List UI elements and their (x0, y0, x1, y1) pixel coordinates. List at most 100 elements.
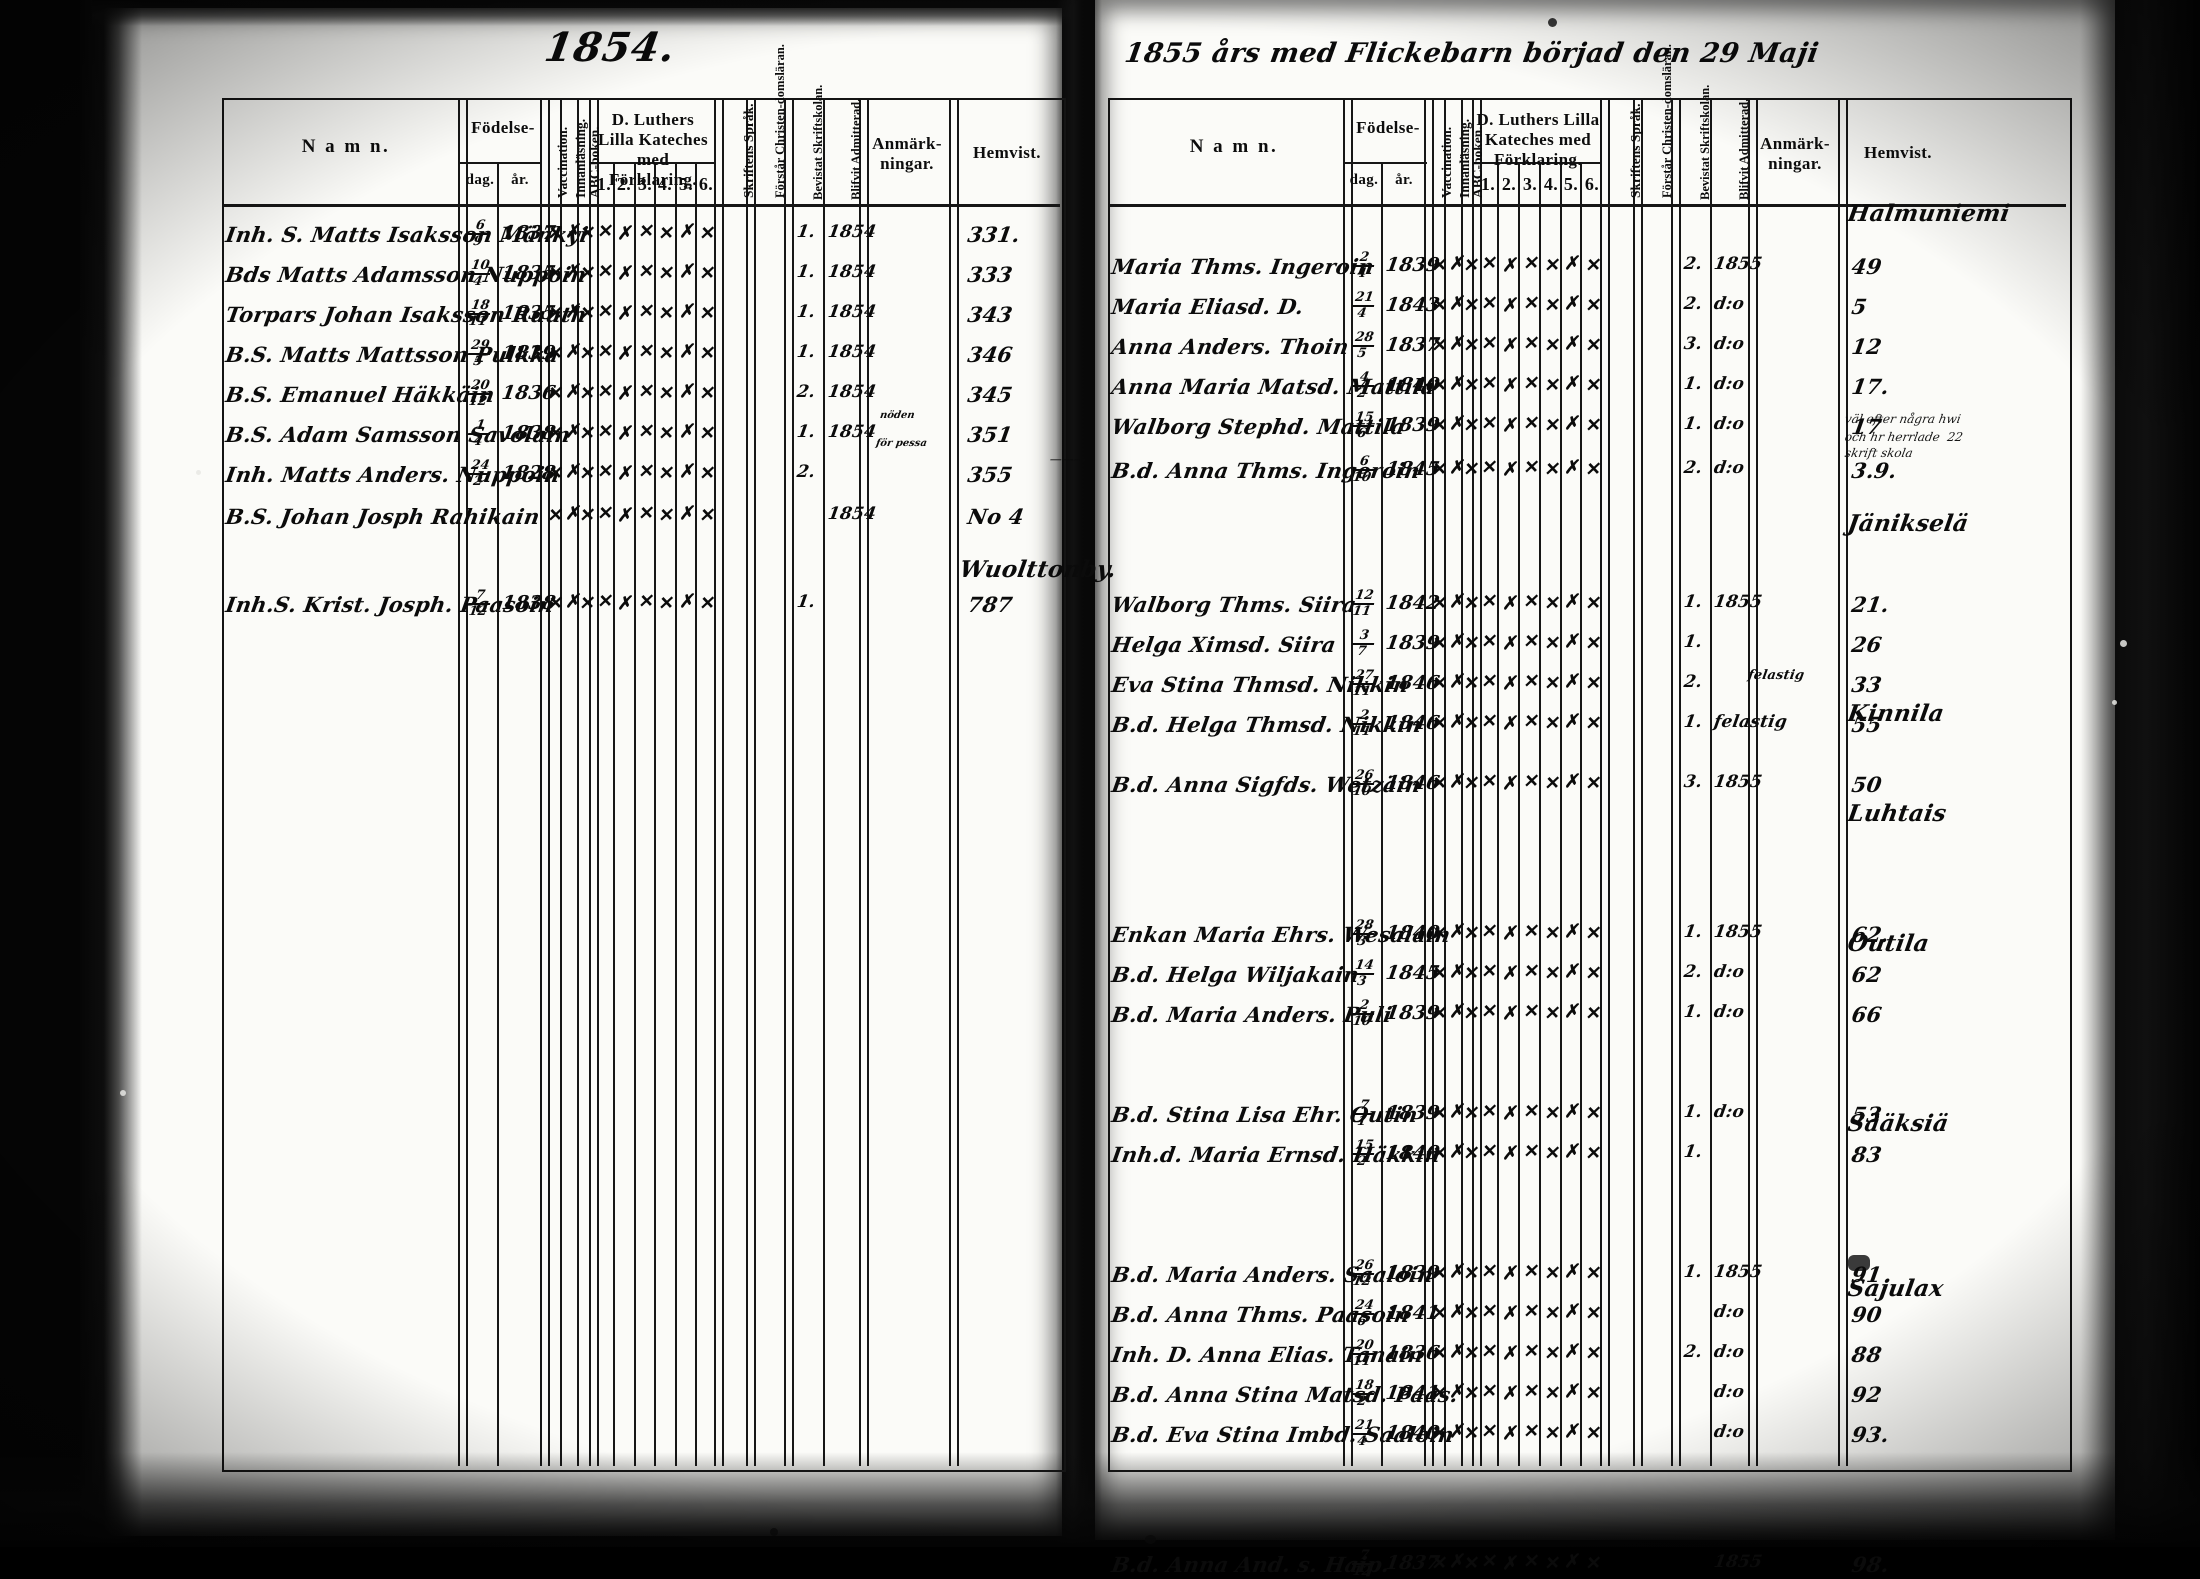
right-margin-note-1: väl efter några hwi (1843, 412, 1970, 426)
entry-mark: ✕ (1584, 592, 1603, 615)
entry-mark: ✗ (1563, 1380, 1582, 1403)
entry-mark: ✕ (596, 460, 615, 483)
entry-mark: ✕ (698, 422, 717, 445)
entry-mark: ✕ (1543, 672, 1562, 695)
entry-hemvist: 26 (1850, 632, 1884, 657)
entry-mark: ✕ (1462, 1552, 1481, 1575)
entry-mark: ✕ (657, 504, 676, 527)
entry-admitterad: d:o (1712, 1302, 1746, 1322)
entry-mark: ✕ (1543, 1142, 1562, 1165)
entry-mark: ✕ (1543, 1382, 1562, 1405)
right-rule-forstar-end (1671, 100, 1681, 1466)
entry-mark: ✗ (616, 382, 635, 405)
entry-mark: ✕ (1480, 252, 1499, 275)
entry-mark: ✕ (1430, 1552, 1449, 1575)
entry-mark: ✕ (1543, 294, 1562, 317)
entry-bevistat: 2. (1682, 962, 1704, 982)
hemvist-place: Luhtais (1845, 800, 1949, 827)
entry-mark: ✕ (637, 300, 656, 323)
entry-mark: ✕ (698, 342, 717, 365)
entry-mark: ✕ (546, 504, 565, 527)
entry-mark: ✕ (1584, 772, 1603, 795)
entry-hemvist: 345 (966, 382, 1015, 407)
right-rule-bevistat-end (1710, 100, 1712, 1466)
entry-mark: ✕ (1480, 1100, 1499, 1123)
entry-mark: ✕ (1522, 1140, 1541, 1163)
entry-birth-day: 18 11 (467, 298, 491, 330)
entry-hemvist: 98. (1850, 1552, 1892, 1577)
entry-birth-day: 10 4 (462, 258, 497, 289)
entry-mark: ✗ (1563, 252, 1582, 275)
left-rule-k3 (654, 162, 656, 1466)
entry-mark: ✕ (1462, 458, 1481, 481)
entry-bevistat: 1. (1682, 922, 1704, 942)
entry-mark: ✕ (1522, 710, 1541, 733)
entry-mark: ✕ (1543, 772, 1562, 795)
entry-mark: ✗ (1501, 414, 1520, 437)
entry-hemvist: 346 (966, 342, 1015, 367)
entry-mark: ✗ (1563, 1300, 1582, 1323)
left-col-hemvist: Hemvist. (973, 143, 1041, 162)
entry-mark: ✗ (1501, 374, 1520, 397)
right-col-katekes: D. Luthers Lilla Kateches med Förklaring… (1476, 110, 1600, 170)
left-col-katekes-5: 5. (678, 174, 694, 194)
entry-birth-day: 14 3 (1346, 958, 1381, 989)
entry-mark: ✕ (1480, 1140, 1499, 1163)
entry-mark: ✗ (1501, 1342, 1520, 1365)
entry-name: Maria Eliasd. D. (1110, 294, 1306, 319)
entry-mark: ✕ (1584, 712, 1603, 735)
entry-mark: ✕ (1543, 458, 1562, 481)
left-col-katekes-4: 4. (657, 174, 673, 194)
entry-mark: ✕ (657, 302, 676, 325)
entry-mark: ✕ (1462, 1382, 1481, 1405)
entry-mark: ✕ (1522, 412, 1541, 435)
entry-mark: ✕ (1462, 962, 1481, 985)
scan-edge-right (2080, 0, 2200, 1547)
entry-mark: ✕ (637, 460, 656, 483)
entry-mark: ✕ (1543, 1262, 1562, 1285)
entry-mark: ✕ (657, 592, 676, 615)
right-col-katekes-6: 6. (1584, 174, 1600, 194)
entry-mark: ✗ (678, 420, 697, 443)
entry-birth-day: 20 11 (1351, 1338, 1375, 1370)
entry-mark: ✗ (1563, 1100, 1582, 1123)
entry-mark: ✕ (1462, 1422, 1481, 1445)
entry-mark: ✕ (1543, 632, 1562, 655)
entry-admitterad: 1854 (826, 422, 878, 442)
entry-mark: ✕ (578, 262, 597, 285)
entry-admitterad: d:o (1712, 1002, 1746, 1022)
right-rule-anmark-end (1838, 100, 1848, 1466)
entry-admitterad: d:o (1712, 1382, 1746, 1402)
left-col-bevistat-skriftskolan: Bevistat Skriftskolan. (811, 84, 825, 200)
entry-mark: ✕ (578, 422, 597, 445)
entry-mark: ✕ (1430, 592, 1449, 615)
entry-mark: ✗ (1563, 1000, 1582, 1023)
entry-mark: ✕ (1430, 458, 1449, 481)
entry-admitterad: 1855 (1712, 592, 1764, 612)
entry-mark: ✕ (1522, 1380, 1541, 1403)
entry-mark: ✗ (1563, 1260, 1582, 1283)
entry-mark: ✕ (1462, 672, 1481, 695)
left-hemvist-place: Wuolttonby. (957, 556, 1119, 583)
entry-mark: ✗ (1501, 672, 1520, 695)
entry-mark: ✕ (596, 420, 615, 443)
entry-mark: ✕ (1543, 1552, 1562, 1575)
entry-mark: ✗ (1563, 1140, 1582, 1163)
entry-mark: ✕ (1522, 630, 1541, 653)
entry-birth-day: 21 4 (1346, 1418, 1381, 1449)
left-col-vaccination: Vaccination. (555, 126, 570, 198)
entry-mark: ✕ (578, 462, 597, 485)
entry-mark: ✕ (698, 504, 717, 527)
entry-mark: ✗ (1501, 1302, 1520, 1325)
hemvist-place: Sajulax (1845, 1275, 1946, 1302)
entry-bevistat: 1. (1682, 1262, 1704, 1282)
entry-mark: ✕ (1430, 1002, 1449, 1025)
entry-birth-day: 6 10 (1346, 454, 1381, 485)
entry-mark: ✕ (1480, 332, 1499, 355)
right-margin-note-3: skrift skola (1843, 446, 1914, 460)
ink-blot (1548, 18, 1557, 27)
entry-admitterad: 1854 (826, 302, 878, 322)
